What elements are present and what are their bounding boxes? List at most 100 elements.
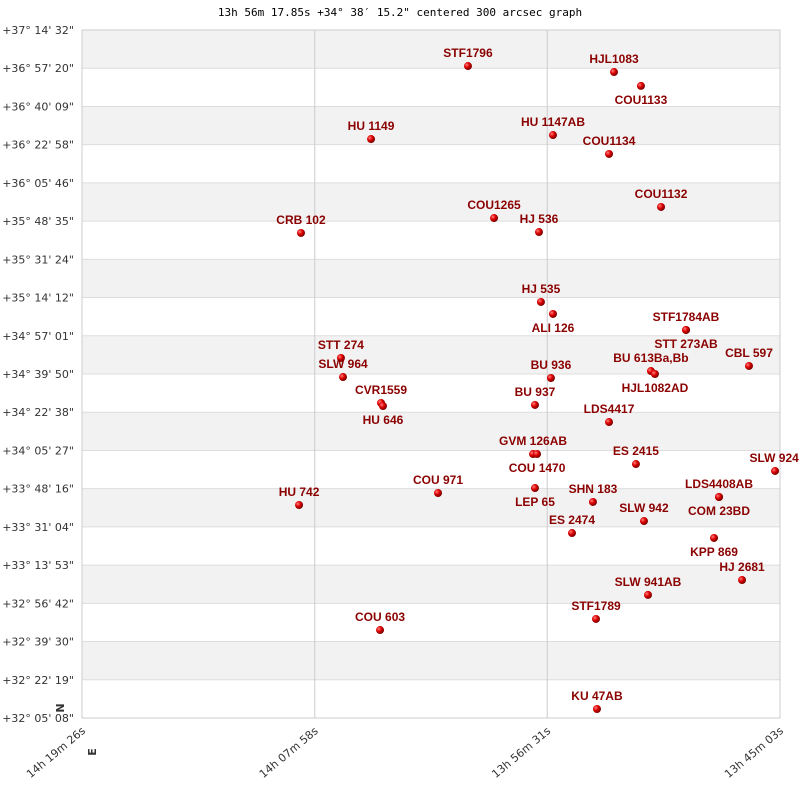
star-point — [644, 590, 653, 599]
star-label: SLW 941AB — [615, 575, 682, 589]
star-label: COU1132 — [635, 187, 688, 201]
star-label: STF1796 — [443, 46, 493, 60]
star-point — [610, 68, 619, 77]
star-label: BU 613Ba,Bb — [613, 351, 688, 365]
y-tick-label: +32° 39' 30" — [2, 636, 74, 649]
star-point — [548, 131, 557, 140]
star-label: HU 742 — [279, 485, 320, 499]
star-point — [376, 626, 385, 635]
star-label: HU 1149 — [348, 119, 395, 133]
y-tick-label: +34° 57' 01" — [2, 330, 74, 343]
star-label: KPP 869 — [690, 545, 738, 559]
grid-band — [82, 488, 780, 527]
y-tick-label: +34° 39' 50" — [2, 368, 74, 381]
star-label: KU 47AB — [571, 689, 623, 703]
star-label: LDS4417 — [584, 402, 635, 416]
star-point — [296, 228, 305, 237]
star-label: SLW 942 — [619, 501, 669, 515]
star-point — [738, 575, 747, 584]
star-label: SHN 183 — [569, 482, 618, 496]
y-tick-label: +36° 40' 09" — [2, 100, 74, 113]
y-tick-label: +34° 22' 38" — [2, 406, 74, 419]
star-point — [715, 493, 724, 502]
star-point — [710, 533, 719, 542]
star-label: HJ 535 — [522, 282, 561, 296]
star-point — [605, 418, 614, 427]
star-point — [367, 135, 376, 144]
star-label: COU 1470 — [509, 461, 566, 475]
star-point — [631, 460, 640, 469]
star-label: GVM 126AB — [499, 434, 567, 448]
y-tick-label: +34° 05' 27" — [2, 444, 74, 457]
y-tick-label: +32° 22' 19" — [2, 674, 74, 687]
star-point — [605, 149, 614, 158]
star-label: COU 603 — [355, 610, 405, 624]
star-point — [682, 325, 691, 334]
star-point — [771, 466, 780, 475]
star-label: BU 937 — [515, 385, 556, 399]
star-label: ES 2415 — [613, 444, 659, 458]
star-point — [546, 373, 555, 382]
star-point — [490, 214, 499, 223]
star-label: STT 273AB — [654, 337, 718, 351]
star-label: STF1789 — [571, 599, 621, 613]
y-tick-label: +36° 57' 20" — [2, 62, 74, 75]
x-tick-label: 13h 56m 31s — [489, 724, 553, 781]
y-tick-label: +33° 48' 16" — [2, 483, 74, 496]
grid-band — [82, 641, 780, 680]
star-label: COU1133 — [615, 93, 668, 107]
grid-band — [82, 412, 780, 451]
star-point — [650, 369, 659, 378]
x-tick-label: 13h 45m 03s — [722, 724, 786, 781]
star-point — [536, 297, 545, 306]
star-point — [295, 501, 304, 510]
star-point — [534, 228, 543, 237]
y-tick-label: +35° 48' 35" — [2, 215, 74, 228]
grid-band — [82, 182, 780, 222]
grid-band — [82, 106, 780, 145]
y-tick-label: +33° 31' 04" — [2, 521, 74, 534]
star-label: STT 274 — [318, 338, 364, 352]
star-point — [744, 361, 753, 370]
star-label: COU1265 — [467, 198, 521, 212]
star-label: HU 646 — [363, 413, 404, 427]
star-point — [548, 309, 557, 318]
grid-band — [82, 335, 780, 374]
star-point — [378, 402, 387, 411]
star-point — [336, 353, 345, 362]
star-label: COU1134 — [583, 134, 636, 148]
y-tick-label: +37° 14' 32" — [2, 24, 74, 37]
star-point — [567, 529, 576, 538]
star-point — [588, 497, 597, 506]
chart-title: 13h 56m 17.85s +34° 38′ 15.2" centered 3… — [217, 6, 583, 19]
star-point — [657, 202, 666, 211]
star-label: ES 2474 — [549, 513, 595, 527]
star-point — [592, 705, 601, 714]
star-label: HU 1147AB — [521, 115, 585, 129]
star-point — [339, 373, 348, 382]
y-tick-label: +32° 56' 42" — [2, 597, 74, 610]
star-point — [530, 484, 539, 493]
star-label: ALI 126 — [532, 321, 575, 335]
star-label: COU 971 — [413, 473, 463, 487]
star-label: HJ 2681 — [719, 560, 765, 574]
y-tick-label: +33° 13' 53" — [2, 559, 74, 572]
y-tick-label: +36° 22' 58" — [2, 139, 74, 152]
star-label: HJ 536 — [520, 212, 559, 226]
star-point — [530, 400, 539, 409]
star-label: HJL1082AD — [622, 381, 689, 395]
star-point — [639, 517, 648, 526]
east-indicator: E — [86, 748, 99, 756]
star-point — [636, 81, 645, 90]
plot-frame — [81, 29, 781, 719]
x-tick-label: 14h 19m 26s — [24, 724, 88, 781]
star-point — [434, 488, 443, 497]
y-tick-label: +35° 14' 12" — [2, 292, 74, 305]
star-label: COM 23BD — [688, 504, 750, 518]
x-tick-label: 14h 07m 58s — [257, 724, 321, 781]
star-point — [533, 450, 542, 459]
star-point — [591, 614, 600, 623]
star-label: CRB 102 — [276, 213, 326, 227]
grid-band — [82, 565, 780, 604]
